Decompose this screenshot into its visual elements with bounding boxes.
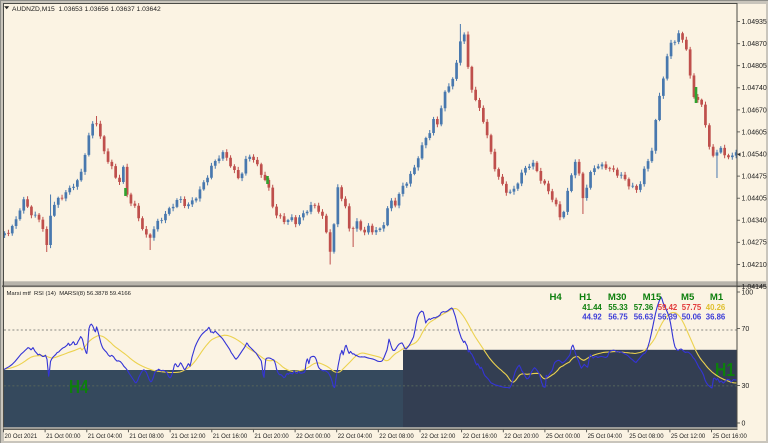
svg-text:25 Oct 16:00: 25 Oct 16:00	[713, 434, 748, 440]
svg-text:AUDNZD,M15 1.03653 1.03656 1.: AUDNZD,M15 1.03653 1.03656 1.03637 1.036…	[12, 6, 161, 13]
svg-text:30: 30	[742, 383, 750, 390]
svg-text:H4: H4	[69, 377, 89, 397]
svg-text:40.26: 40.26	[706, 303, 726, 312]
svg-text:57.75: 57.75	[682, 303, 702, 312]
svg-text:1.04670: 1.04670	[742, 107, 767, 114]
svg-text:1.04405: 1.04405	[742, 196, 767, 203]
svg-text:55.33: 55.33	[608, 303, 628, 312]
svg-text:1.04540: 1.04540	[742, 151, 767, 158]
svg-text:21 Oct 16:00: 21 Oct 16:00	[213, 434, 248, 440]
svg-text:22 Oct 12:00: 22 Oct 12:00	[421, 434, 456, 440]
svg-text:57.36: 57.36	[634, 303, 654, 312]
svg-text:21 Oct 20:00: 21 Oct 20:00	[254, 434, 289, 440]
svg-text:25 Oct 08:00: 25 Oct 08:00	[629, 434, 664, 440]
svg-text:21 Oct 04:00: 21 Oct 04:00	[88, 434, 123, 440]
svg-text:M1: M1	[710, 292, 724, 303]
svg-text:H4: H4	[549, 292, 562, 303]
svg-text:M15: M15	[643, 292, 662, 303]
svg-text:41.44: 41.44	[582, 303, 602, 312]
svg-text:21 Oct 00:00: 21 Oct 00:00	[46, 434, 81, 440]
svg-text:1.04935: 1.04935	[742, 19, 767, 26]
svg-text:1.04275: 1.04275	[742, 240, 767, 247]
svg-text:50.06: 50.06	[682, 313, 702, 322]
svg-text:56.63: 56.63	[634, 313, 654, 322]
svg-text:H1: H1	[715, 360, 735, 380]
svg-text:21 Oct 12:00: 21 Oct 12:00	[171, 434, 206, 440]
svg-text:1.04145: 1.04145	[742, 284, 767, 291]
svg-text:70: 70	[742, 326, 750, 333]
svg-text:100: 100	[742, 289, 754, 296]
svg-text:1.04805: 1.04805	[742, 63, 767, 70]
svg-text:25 Oct 00:00: 25 Oct 00:00	[546, 434, 581, 440]
svg-text:1.04475: 1.04475	[742, 174, 767, 181]
svg-text:22 Oct 16:00: 22 Oct 16:00	[463, 434, 498, 440]
svg-text:20 Oct 2021: 20 Oct 2021	[5, 434, 38, 440]
svg-text:44.92: 44.92	[582, 313, 602, 322]
svg-text:Marsi mtf RSI (14) MARSI(8): Marsi mtf RSI (14) MARSI(8) 56.3878 59.4…	[7, 291, 132, 297]
svg-text:1.04740: 1.04740	[742, 85, 767, 92]
svg-text:1.04605: 1.04605	[742, 129, 767, 136]
svg-text:59.42: 59.42	[658, 303, 678, 312]
svg-text:0: 0	[742, 420, 746, 427]
svg-text:22 Oct 00:00: 22 Oct 00:00	[296, 434, 331, 440]
svg-text:25 Oct 12:00: 25 Oct 12:00	[671, 434, 706, 440]
svg-text:M5: M5	[681, 292, 695, 303]
svg-text:21 Oct 08:00: 21 Oct 08:00	[129, 434, 164, 440]
svg-text:22 Oct 20:00: 22 Oct 20:00	[504, 434, 539, 440]
svg-text:36.86: 36.86	[706, 313, 726, 322]
svg-text:H1: H1	[579, 292, 592, 303]
svg-text:25 Oct 04:00: 25 Oct 04:00	[588, 434, 623, 440]
svg-text:1.04340: 1.04340	[742, 218, 767, 225]
svg-text:56.39: 56.39	[658, 313, 678, 322]
svg-text:1.04210: 1.04210	[742, 262, 767, 269]
svg-text:22 Oct 08:00: 22 Oct 08:00	[379, 434, 414, 440]
svg-text:56.75: 56.75	[608, 313, 628, 322]
svg-text:M30: M30	[608, 292, 627, 303]
svg-text:1.04870: 1.04870	[742, 41, 767, 48]
svg-text:22 Oct 04:00: 22 Oct 04:00	[338, 434, 373, 440]
